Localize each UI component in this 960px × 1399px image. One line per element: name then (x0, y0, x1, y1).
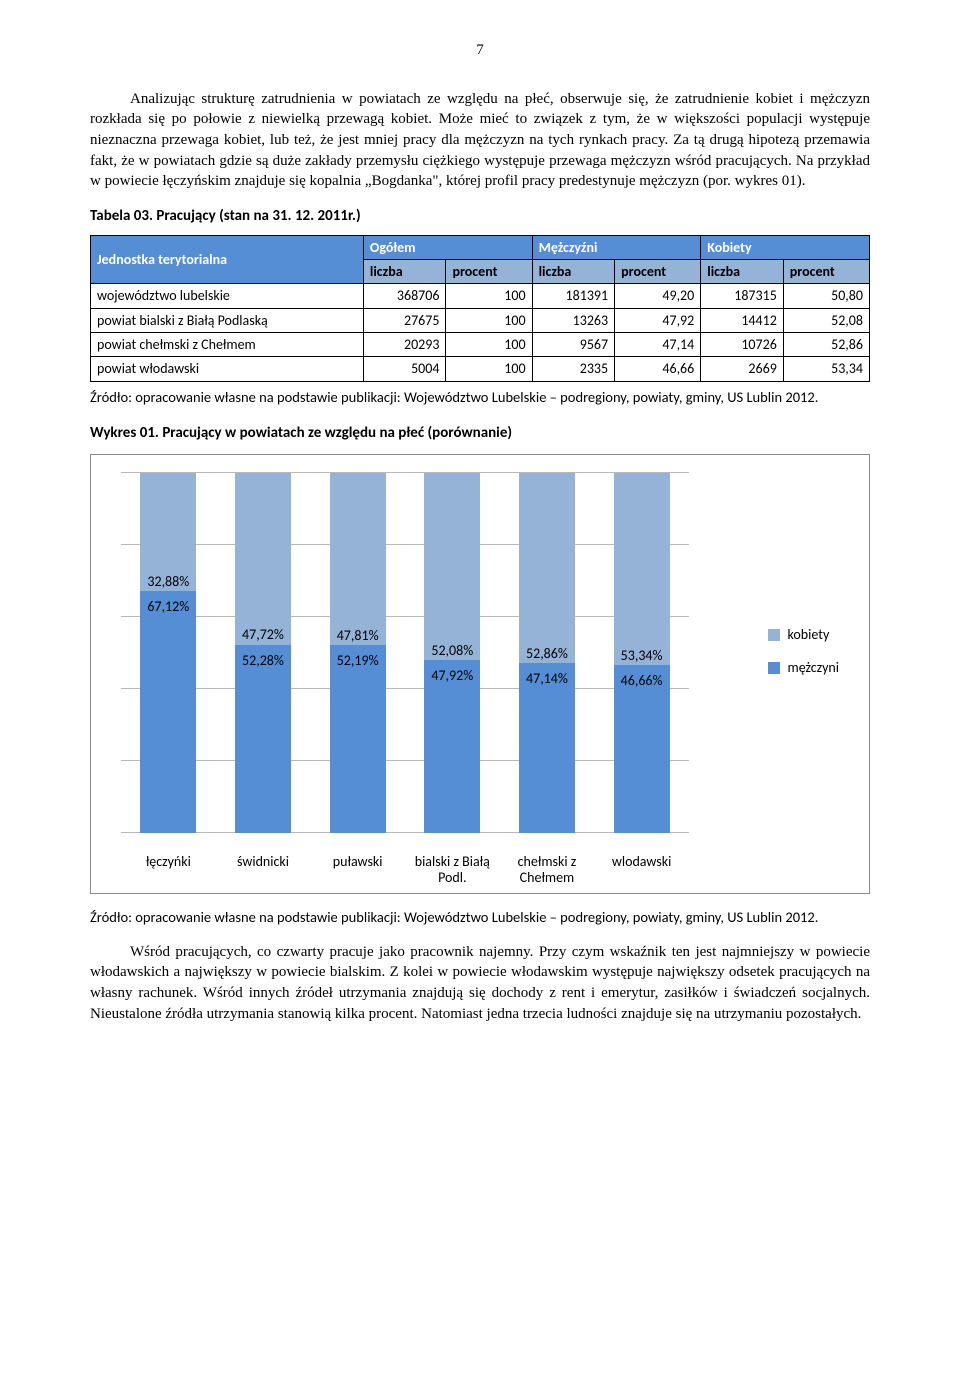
chart-bar-segment-women (424, 473, 480, 660)
table-cell: 100 (446, 357, 532, 381)
chart-bar-segment-women (330, 473, 386, 645)
chart-x-label: bialski z Białą Podl. (413, 854, 491, 885)
chart-bar-label-women: 32,88% (108, 572, 228, 591)
chart-legend-label: mężczyni (788, 658, 839, 677)
chart-container: 32,88%67,12%47,72%52,28%47,81%52,19%52,0… (90, 454, 870, 894)
chart-bar-segment-women (235, 473, 291, 645)
table-cell: 50,80 (783, 284, 869, 308)
table-row: powiat bialski z Białą Podlaską276751001… (91, 308, 870, 332)
table-header-sub: procent (446, 260, 532, 284)
table-cell: 13263 (532, 308, 615, 332)
chart-bar: 52,86%47,14% (519, 473, 575, 833)
table-cell: 52,08 (783, 308, 869, 332)
table-cell: 10726 (701, 333, 784, 357)
paragraph-1: Analizując strukturę zatrudnienia w powi… (90, 89, 870, 192)
table-cell: 2669 (701, 357, 784, 381)
chart-title: Wykres 01. Pracujący w powiatach ze wzgl… (90, 423, 870, 444)
chart-bar-segment-women (614, 473, 670, 665)
chart-x-label: chełmski z Chełmem (508, 854, 586, 885)
table-cell: 27675 (363, 308, 446, 332)
table-row: powiat włodawski5004100233546,66266953,3… (91, 357, 870, 381)
chart-bar-segment-men (424, 660, 480, 833)
chart-bar-segment-men (519, 663, 575, 833)
chart-legend-swatch (768, 662, 780, 674)
table-cell: 14412 (701, 308, 784, 332)
chart-bar-label-men: 46,66% (582, 671, 702, 690)
chart-plot-area: 32,88%67,12% 47,72%52,28% 47,81%52,19% 52,0… (121, 473, 689, 833)
table-cell-label: powiat chełmski z Chełmem (91, 333, 364, 357)
table-header-sub: liczba (532, 260, 615, 284)
table-header-group: Kobiety (701, 235, 870, 259)
table-cell: 2335 (532, 357, 615, 381)
table-cell: 187315 (701, 284, 784, 308)
table-cell: 5004 (363, 357, 446, 381)
chart-bar: 47,72%52,28% (235, 473, 291, 833)
table-row: województwo lubelskie36870610018139149,2… (91, 284, 870, 308)
table-cell: 100 (446, 333, 532, 357)
chart-legend: kobiety mężczyni (768, 625, 839, 692)
table-row: powiat chełmski z Chełmem20293100956747,… (91, 333, 870, 357)
chart-bar-segment-women (519, 473, 575, 663)
chart-x-label: łęczyńki (129, 854, 207, 885)
table-header-group: Mężczyźni (532, 235, 701, 259)
chart-legend-label: kobiety (788, 625, 830, 644)
chart-bars: 32,88%67,12% 47,72%52,28% 47,81%52,19% 52,0… (121, 473, 689, 833)
chart-x-label: wlodawski (603, 854, 681, 885)
page-number: 7 (90, 40, 870, 61)
table-cell: 46,66 (615, 357, 701, 381)
paragraph-2: Wśród pracujących, co czwarty pracuje ja… (90, 942, 870, 1025)
table-cell: 9567 (532, 333, 615, 357)
table-header-sub: liczba (363, 260, 446, 284)
table-source: Źródło: opracowanie własne na podstawie … (90, 388, 870, 408)
chart-x-label: puławski (319, 854, 397, 885)
table-cell: 47,14 (615, 333, 701, 357)
table-header-group: Ogółem (363, 235, 532, 259)
chart-x-label: świdnicki (224, 854, 302, 885)
chart-bar-segment-men (235, 645, 291, 833)
chart-bar: 47,81%52,19% (330, 473, 386, 833)
table-cell-label: województwo lubelskie (91, 284, 364, 308)
chart-bar-label-men: 67,12% (108, 597, 228, 616)
table-cell: 53,34 (783, 357, 869, 381)
table-cell: 49,20 (615, 284, 701, 308)
table-title: Tabela 03. Pracujący (stan na 31. 12. 20… (90, 206, 870, 227)
table-cell-label: powiat włodawski (91, 357, 364, 381)
chart-x-axis: łęczyńki świdnicki puławski bialski z Białą… (121, 854, 689, 885)
chart-bar-label-women: 53,34% (582, 646, 702, 665)
chart-bar: 32,88%67,12% (140, 473, 196, 833)
chart-legend-swatch (768, 629, 780, 641)
data-table: Jednostka terytorialnaOgółemMężczyźniKob… (90, 235, 870, 382)
table-cell: 100 (446, 308, 532, 332)
table-header-sub: liczba (701, 260, 784, 284)
chart-bar: 53,34%46,66% (614, 473, 670, 833)
chart-legend-item: mężczyni (768, 658, 839, 677)
chart-bar-segment-men (330, 645, 386, 833)
table-cell: 47,92 (615, 308, 701, 332)
table-cell: 100 (446, 284, 532, 308)
table-header-sub: procent (615, 260, 701, 284)
table-header-unit: Jednostka terytorialna (91, 235, 364, 284)
table-cell: 20293 (363, 333, 446, 357)
chart-source: Źródło: opracowanie własne na podstawie … (90, 908, 870, 928)
table-cell: 181391 (532, 284, 615, 308)
chart-legend-item: kobiety (768, 625, 839, 644)
chart-bar-segment-men (140, 591, 196, 833)
table-cell-label: powiat bialski z Białą Podlaską (91, 308, 364, 332)
table-header-sub: procent (783, 260, 869, 284)
table-cell: 368706 (363, 284, 446, 308)
chart-bar: 52,08%47,92% (424, 473, 480, 833)
table-cell: 52,86 (783, 333, 869, 357)
